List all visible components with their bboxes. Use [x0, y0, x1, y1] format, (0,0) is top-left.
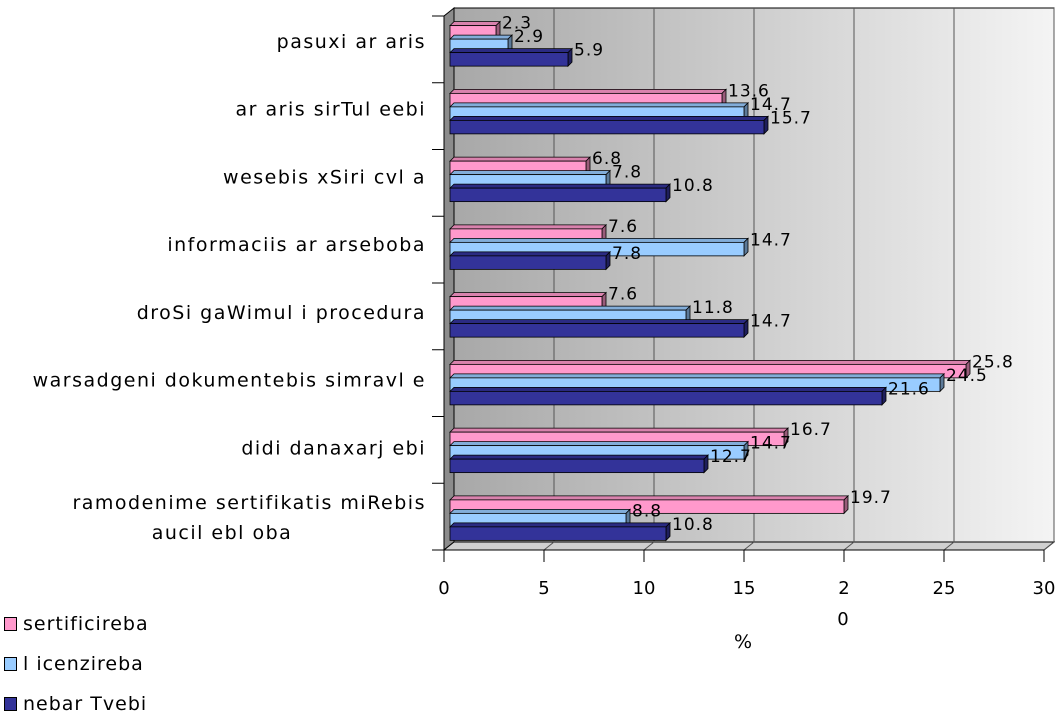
gridline-floor-4 [843, 541, 855, 551]
legend-item-nebartvebi: nebar Tvebi [4, 684, 149, 724]
bar-top-0-0 [449, 21, 501, 27]
category-label-7-0: ramodenime sertifikatis miRebis [72, 492, 426, 514]
x-tick-label-1: 5 [538, 578, 549, 599]
legend-label-sertificireba: sertificireba [23, 613, 149, 635]
bar-2-3 [449, 255, 607, 270]
bar-top-1-4 [449, 305, 691, 311]
bar-top-1-7 [449, 508, 631, 514]
bar-2-2 [449, 187, 667, 203]
legend-swatch-nebartvebi [4, 697, 17, 711]
bar-2-6 [449, 458, 705, 474]
value-label-2-7: 10.8 [672, 515, 714, 535]
bar-2-5 [449, 390, 883, 406]
bar-top-1-2 [449, 170, 611, 176]
bar-top-2-6 [449, 454, 709, 460]
bar-top-0-2 [449, 156, 591, 162]
gridline-floor-3 [743, 541, 755, 551]
gridline-floor-2 [643, 541, 655, 551]
legend-label-licenzireba: l icenzireba [23, 653, 144, 675]
value-label-1-5: 24.5 [946, 366, 988, 386]
value-label-1-1: 14.7 [750, 95, 792, 115]
category-label-7-1: aucil ebl oba [152, 522, 293, 544]
bar-top-0-4 [449, 292, 607, 298]
legend-item-licenzireba: l icenzireba [4, 644, 149, 684]
category-label-3-0: informaciis ar arseboba [167, 234, 426, 256]
x-tick-label-3: 15 [733, 578, 756, 599]
gridline-floor-6 [1043, 541, 1055, 551]
value-label-2-5: 21.6 [888, 379, 930, 399]
value-label-2-3: 7.8 [612, 244, 642, 264]
value-label-1-6: 14.7 [750, 434, 792, 454]
gridline-floor-1 [543, 541, 555, 551]
bar-top-2-1 [449, 115, 769, 121]
value-label-2-4: 14.7 [750, 312, 792, 332]
legend-label-nebartvebi: nebar Tvebi [23, 693, 148, 715]
bar-top-1-3 [449, 237, 749, 243]
value-label-2-0: 5.9 [574, 41, 604, 61]
value-label-0-5: 25.8 [972, 352, 1014, 372]
value-label-2-6: 12.7 [710, 447, 752, 467]
bar-top-0-7 [449, 495, 849, 501]
value-label-1-0: 2.9 [514, 27, 544, 47]
bar-top-1-1 [449, 102, 749, 108]
value-label-0-6: 16.7 [790, 420, 832, 440]
value-label-1-7: 8.8 [632, 501, 662, 521]
bar-top-0-6 [449, 427, 789, 433]
value-label-2-1: 15.7 [770, 108, 812, 128]
category-label-0-0: pasuxi ar aris [277, 31, 426, 53]
category-label-6-0: didi danaxarj ebi [241, 437, 426, 459]
value-label-0-2: 6.8 [592, 149, 622, 169]
legend-swatch-sertificireba [4, 617, 17, 631]
gridline-floor-5 [943, 541, 955, 551]
value-label-0-3: 7.6 [608, 217, 638, 237]
value-label-0-7: 19.7 [850, 488, 892, 508]
bar-top-1-0 [449, 34, 513, 40]
bar-top-2-7 [449, 522, 671, 528]
bar-top-2-3 [449, 251, 611, 257]
legend: sertificireba l icenzireba nebar Tvebi [4, 604, 149, 724]
bar-2-4 [449, 323, 745, 338]
category-label-2-0: wesebis xSiri cvl a [223, 166, 426, 188]
category-label-5-0: warsadgeni dokumentebis simravl e [33, 370, 426, 392]
x-tick-extra-label: 0 [837, 609, 848, 630]
value-label-0-4: 7.6 [608, 285, 638, 305]
bar-top-2-4 [449, 319, 749, 325]
bar-top-2-2 [449, 183, 671, 189]
x-tick-label-5: 25 [933, 578, 956, 599]
bar-chart: 2.3 13.6 6.8 7.6 7.6 25.8 16.7 19.7 2.9 14.7 7.8 14… [33, 6, 1055, 599]
value-label-0-0: 2.3 [502, 14, 532, 34]
bar-2-1 [449, 119, 765, 135]
value-label-1-3: 14.7 [750, 230, 792, 250]
value-label-0-1: 13.6 [728, 81, 770, 101]
value-label-1-2: 7.8 [612, 163, 642, 183]
bar-2-7 [449, 526, 667, 541]
value-label-2-2: 10.8 [672, 176, 714, 196]
bar-top-0-3 [449, 224, 607, 230]
category-label-1-0: ar aris sirTul eebi [236, 99, 426, 121]
bar-top-1-5 [449, 373, 945, 379]
category-label-4-0: droSi gaWimul i procedura [137, 302, 426, 324]
bar-top-2-5 [449, 386, 887, 392]
bar-2-0 [449, 52, 569, 67]
bar-top-1-6 [449, 441, 749, 447]
bar-top-0-1 [449, 88, 727, 94]
bar-top-2-0 [449, 48, 573, 54]
x-tick-label-4: 2 [838, 578, 849, 599]
legend-item-sertificireba: sertificireba [4, 604, 149, 644]
x-tick-label-6: 30 [1033, 578, 1055, 599]
value-label-1-4: 11.8 [692, 298, 734, 318]
legend-swatch-licenzireba [4, 657, 17, 671]
x-axis-label: % [734, 631, 752, 653]
x-tick-label-0: 0 [438, 578, 449, 599]
bar-top-0-5 [449, 359, 971, 365]
x-tick-label-2: 10 [633, 578, 656, 599]
